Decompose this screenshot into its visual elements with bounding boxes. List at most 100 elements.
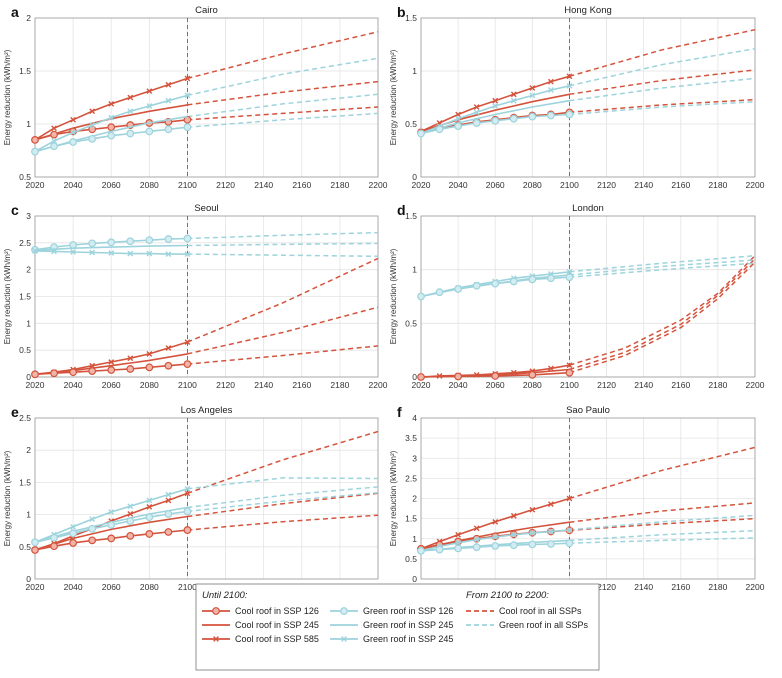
series-point xyxy=(126,517,135,525)
series-point xyxy=(566,268,573,275)
series-point xyxy=(454,372,463,381)
series-point xyxy=(566,82,573,89)
series-point xyxy=(183,360,192,369)
series-extension-cool-0 xyxy=(187,430,379,495)
x-tick-label: 2100 xyxy=(178,180,197,190)
series-point xyxy=(491,116,500,125)
series-point xyxy=(546,540,555,548)
series-point xyxy=(184,75,191,82)
y-tick-label: 4 xyxy=(412,413,417,423)
series-point xyxy=(565,273,574,282)
series-extension-cool-2 xyxy=(569,261,756,374)
series-point xyxy=(529,92,536,99)
x-tick-label: 2160 xyxy=(671,582,690,592)
y-tick-label: 1.5 xyxy=(19,66,31,76)
series-point xyxy=(547,87,554,93)
series-point xyxy=(50,533,58,542)
series-point xyxy=(547,365,554,372)
panel-title: Seoul xyxy=(194,203,218,214)
x-tick-label: 2200 xyxy=(746,380,765,390)
y-tick-label: 1.5 xyxy=(405,514,417,524)
y-tick-label: 1 xyxy=(26,119,31,129)
x-tick-label: 2120 xyxy=(216,180,235,190)
x-tick-label: 2060 xyxy=(486,380,505,390)
series-point xyxy=(165,251,172,257)
series-line-cool-1 xyxy=(34,515,188,551)
series-point xyxy=(89,249,96,256)
y-tick-label: 2 xyxy=(26,445,31,455)
series-point xyxy=(108,114,115,121)
panel-letter: d xyxy=(397,202,406,218)
y-tick-label: 1.5 xyxy=(19,477,31,487)
series-point xyxy=(145,530,154,538)
series-point xyxy=(165,491,172,498)
series-point xyxy=(126,365,135,373)
legend-item: Green roof in SSP 245 xyxy=(330,634,453,644)
series-point xyxy=(146,351,153,357)
series-point xyxy=(472,543,481,552)
series-point xyxy=(88,536,97,545)
series-extension-green-5 xyxy=(569,537,756,544)
series-extension-green-5 xyxy=(187,253,379,258)
series-point xyxy=(491,372,500,380)
x-tick-label: 2040 xyxy=(449,180,468,190)
series-point xyxy=(417,129,425,138)
series-extension-green-3 xyxy=(187,57,379,97)
series-point xyxy=(473,104,480,110)
series-point xyxy=(165,81,172,88)
series-point xyxy=(435,288,444,297)
series-point xyxy=(88,524,97,533)
x-tick-label: 2140 xyxy=(254,180,273,190)
x-tick-label: 2080 xyxy=(523,180,542,190)
legend-label: Cool roof in SSP 245 xyxy=(235,620,319,630)
series-point xyxy=(455,539,462,546)
series-point xyxy=(492,97,499,104)
legend-item: Cool roof in SSP 585 xyxy=(202,634,319,644)
series-point xyxy=(454,544,463,553)
x-tick-label: 2020 xyxy=(412,380,431,390)
series-extension-cool-1 xyxy=(569,502,756,523)
legend-label: Green roof in SSP 245 xyxy=(363,620,453,630)
series-extension-green-5 xyxy=(187,112,379,128)
y-tick-label: 3 xyxy=(412,453,417,463)
panel-letter: a xyxy=(11,4,19,20)
y-tick-label: 0 xyxy=(412,372,417,382)
legend-item: Cool roof in SSP 245 xyxy=(202,620,319,630)
y-axis-label: Energy reduction (kWh/m²) xyxy=(389,49,398,145)
series-point xyxy=(107,131,116,140)
y-tick-label: 0.5 xyxy=(19,542,31,552)
legend-item: Cool roof in SSP 126 xyxy=(202,606,319,616)
x-tick-label: 2060 xyxy=(102,582,121,592)
series-point xyxy=(146,250,153,257)
series-point xyxy=(566,362,573,369)
series-point xyxy=(146,497,153,504)
plot-frame xyxy=(34,215,379,378)
y-tick-label: 2 xyxy=(26,13,31,23)
legend-item-dashed: Cool roof in all SSPs xyxy=(466,606,582,616)
y-tick-label: 2 xyxy=(412,494,417,504)
y-tick-label: 0 xyxy=(26,372,31,382)
series-point xyxy=(546,274,555,283)
y-tick-label: 3.5 xyxy=(405,433,417,443)
series-point xyxy=(547,78,554,85)
x-tick-label: 2140 xyxy=(634,180,653,190)
legend-marker xyxy=(213,636,219,642)
y-tick-label: 2.5 xyxy=(19,413,31,423)
series-point xyxy=(107,366,116,374)
series-point xyxy=(107,521,116,529)
series-point xyxy=(88,239,97,248)
plot-frame xyxy=(34,417,379,580)
series-extension-cool-0 xyxy=(187,257,379,343)
series-point xyxy=(145,236,154,245)
series-point xyxy=(417,292,425,301)
legend-box xyxy=(195,583,600,671)
series-point xyxy=(183,507,192,516)
panel-letter: f xyxy=(397,404,402,420)
x-tick-label: 2080 xyxy=(523,380,542,390)
series-point xyxy=(472,281,481,290)
legend-item-dashed: Green roof in all SSPs xyxy=(466,620,589,630)
series-point xyxy=(89,516,96,523)
series-point xyxy=(566,73,573,80)
series-point xyxy=(127,355,134,362)
series-extension-cool-2 xyxy=(187,106,379,121)
